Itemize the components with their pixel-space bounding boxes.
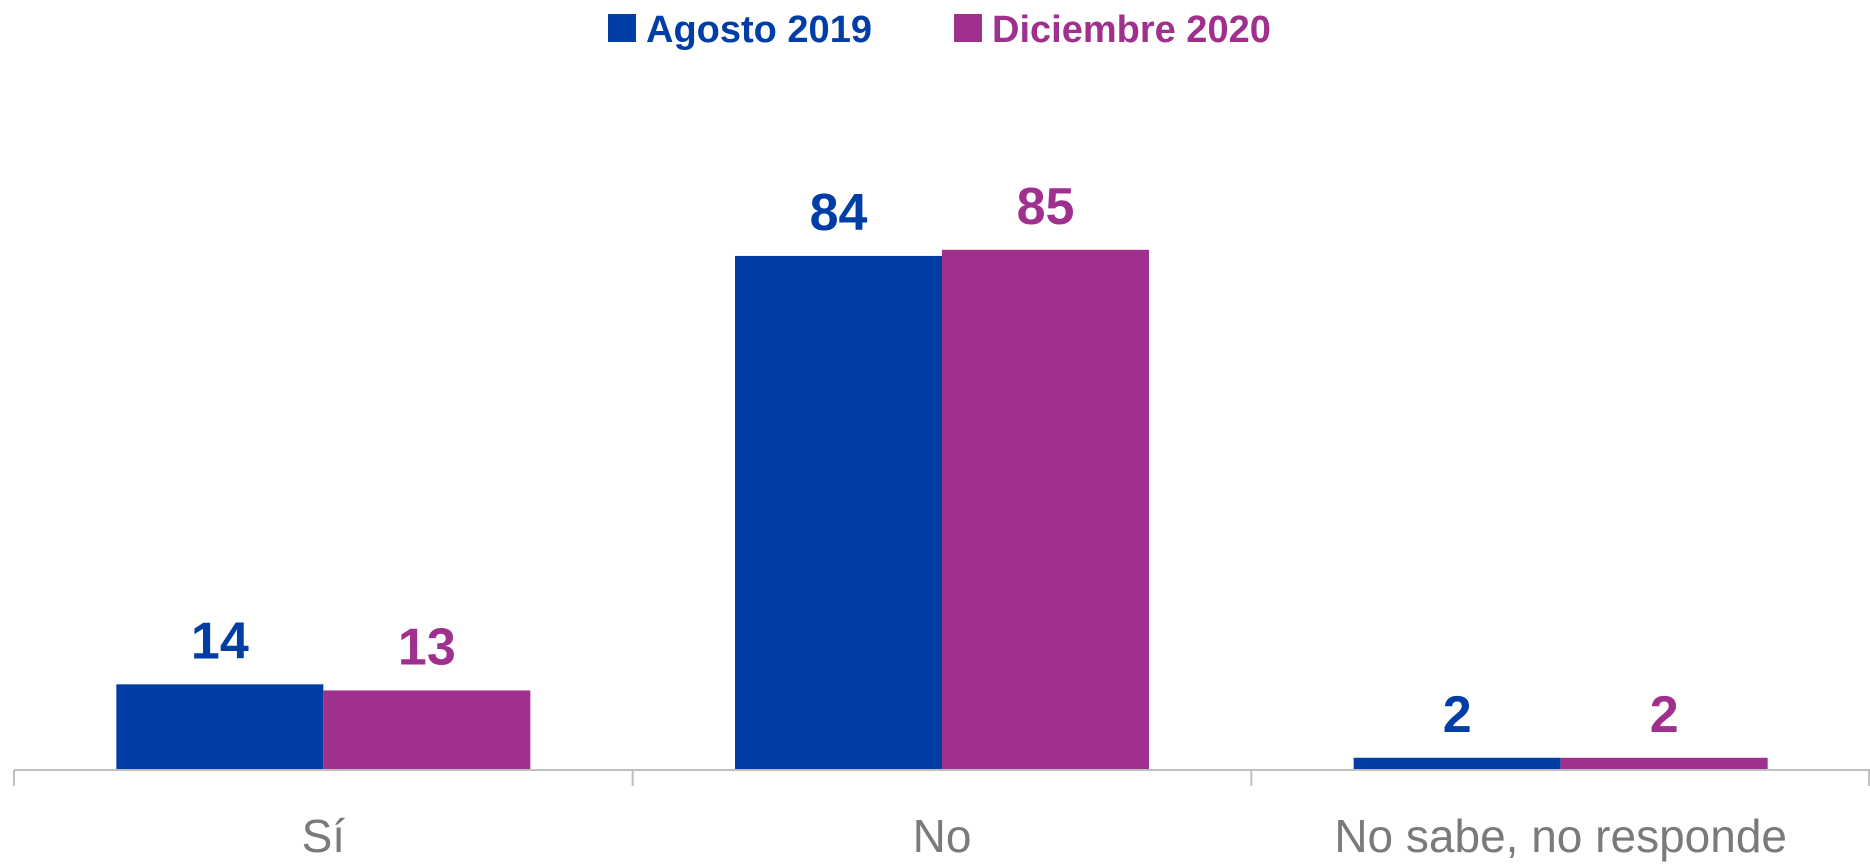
value-label-no-sabe-no-responde-diciembre-2020: 2 [1650, 686, 1679, 744]
legend-swatch-agosto-2019 [608, 14, 636, 42]
value-label-no-agosto-2019: 84 [810, 184, 868, 242]
bar-si-agosto-2019 [116, 684, 324, 770]
category-label-si: Sí [302, 810, 346, 862]
value-label-si-diciembre-2020: 13 [398, 618, 456, 676]
legend-label-diciembre-2020: Diciembre 2020 [992, 9, 1271, 51]
legend-swatch-diciembre-2020 [954, 14, 982, 42]
category-labels-group: Sí No No sabe, no responde [302, 810, 1787, 862]
x-axis [13, 769, 1870, 786]
bar-si-diciembre-2020 [323, 690, 531, 770]
value-labels-group: 14 13 84 85 2 2 [191, 178, 1679, 744]
bar-no-diciembre-2020 [942, 249, 1149, 771]
bar-no-sabe-no-responde-agosto-2019 [1353, 757, 1561, 770]
bars-group [116, 249, 1768, 771]
bar-no-sabe-no-responde-diciembre-2020 [1560, 757, 1768, 770]
legend-label-agosto-2019: Agosto 2019 [646, 9, 872, 51]
value-label-no-diciembre-2020: 85 [1017, 178, 1075, 236]
value-label-si-agosto-2019: 14 [191, 612, 249, 670]
category-label-no: No [913, 810, 972, 862]
category-label-no-sabe-no-responde: No sabe, no responde [1334, 810, 1787, 862]
legend: Agosto 2019 Diciembre 2020 [608, 9, 1271, 51]
bar-no-agosto-2019 [735, 255, 942, 771]
value-label-no-sabe-no-responde-agosto-2019: 2 [1443, 686, 1472, 744]
